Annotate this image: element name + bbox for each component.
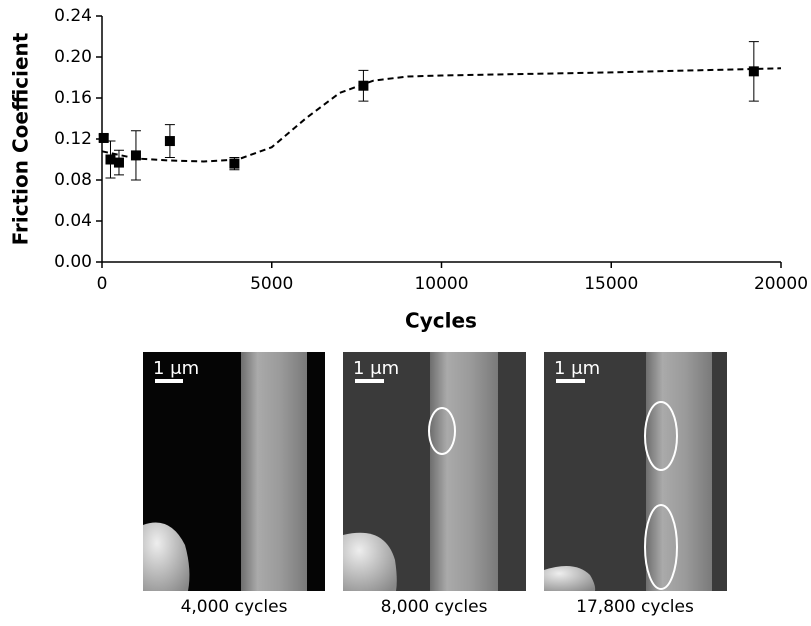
y-tick-label: 0.00 <box>54 252 92 272</box>
data-point <box>113 157 124 168</box>
x-tick-label: 20000 <box>754 274 808 294</box>
y-tick-label: 0.04 <box>54 211 92 231</box>
data-point <box>229 158 240 169</box>
data-point <box>358 80 369 91</box>
data-point <box>748 66 759 77</box>
image-panel <box>143 352 325 591</box>
y-tick-label: 0.12 <box>54 129 92 149</box>
image-panel <box>544 352 727 591</box>
x-tick-label: 10000 <box>414 274 468 294</box>
data-point <box>98 132 109 143</box>
data-point <box>164 136 175 147</box>
scale-label: 1 μm <box>153 358 199 379</box>
x-tick-label: 5000 <box>250 274 293 294</box>
image-caption: 4,000 cycles <box>181 597 288 617</box>
data-point <box>105 154 116 165</box>
fit-line <box>101 67 782 163</box>
scale-label: 1 μm <box>554 358 600 379</box>
image-caption: 8,000 cycles <box>381 597 488 617</box>
image-caption: 17,800 cycles <box>576 597 694 617</box>
y-axis-label: Friction Coefficient <box>9 32 33 245</box>
y-tick-label: 0.16 <box>54 88 92 108</box>
y-tick-label: 0.20 <box>54 47 92 67</box>
data-point <box>130 150 141 161</box>
scale-label: 1 μm <box>353 358 399 379</box>
y-tick-label: 0.24 <box>54 6 92 26</box>
x-tick-label: 0 <box>97 274 108 294</box>
x-axis-label: Cycles <box>405 309 477 333</box>
x-tick-label: 15000 <box>584 274 638 294</box>
y-tick-label: 0.08 <box>54 170 92 190</box>
image-panel <box>343 352 526 591</box>
